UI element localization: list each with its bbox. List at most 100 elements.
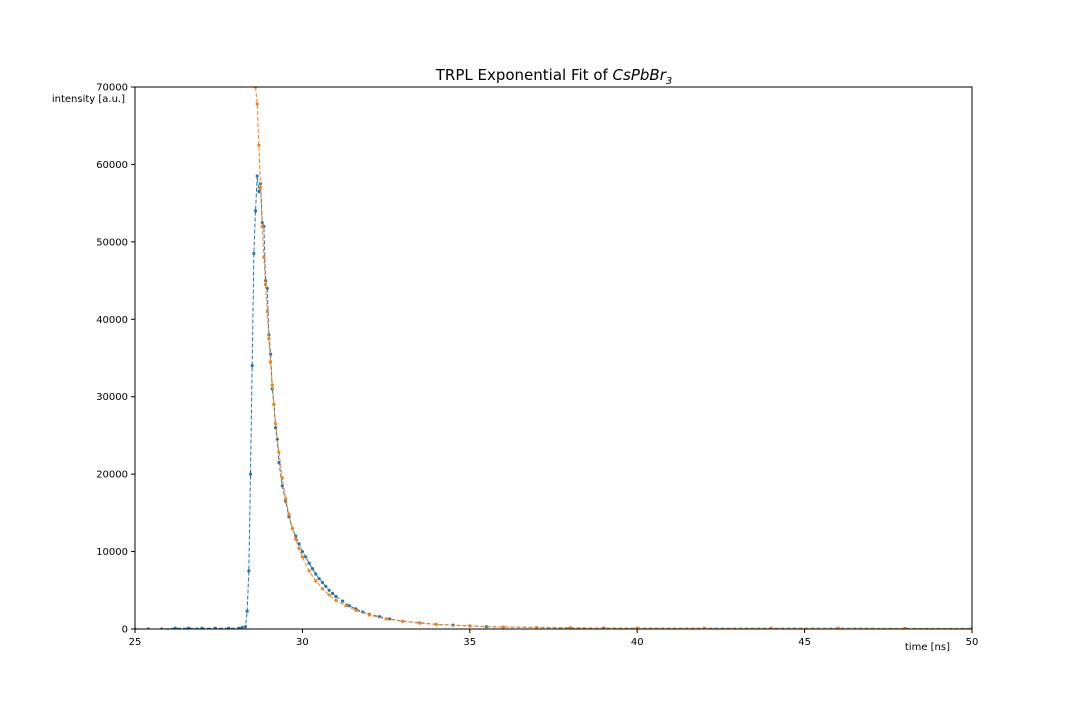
x-axis: 25 30 35 40 45 50 — [129, 629, 979, 648]
x-tick-label: 25 — [129, 637, 142, 648]
data-point — [186, 626, 191, 629]
data-point — [200, 626, 204, 629]
data-point — [903, 626, 907, 629]
data-point — [262, 255, 266, 259]
data-point — [324, 584, 328, 589]
y-tick-label: 0 — [122, 625, 128, 636]
series-layer — [135, 87, 972, 629]
data-point — [257, 143, 261, 147]
y-tick-label: 20000 — [96, 470, 128, 481]
data-point — [330, 591, 335, 595]
data-point — [320, 587, 325, 591]
data-point — [255, 174, 259, 178]
series-fit — [253, 87, 972, 629]
chart-title-formula: CsPbBr — [613, 66, 667, 84]
x-tick-label: 40 — [631, 637, 644, 648]
data-point — [297, 542, 301, 546]
data-point — [213, 626, 217, 629]
data-point — [173, 626, 177, 629]
data-point — [367, 613, 371, 617]
x-tick-label: 50 — [966, 637, 979, 648]
data-point — [297, 546, 301, 551]
series-line — [135, 175, 972, 629]
data-point — [340, 599, 345, 603]
data-point — [245, 609, 249, 613]
y-tick-label: 70000 — [96, 83, 128, 94]
data-point — [275, 437, 279, 441]
data-point — [769, 626, 773, 629]
data-point — [257, 189, 261, 194]
data-point — [267, 337, 271, 341]
data-point — [265, 286, 269, 290]
data-point — [354, 608, 358, 613]
data-point — [384, 617, 388, 621]
series-measured — [135, 174, 972, 629]
data-point — [434, 622, 438, 627]
data-point — [468, 624, 472, 628]
data-point — [635, 626, 639, 629]
data-point — [317, 577, 321, 581]
data-point — [277, 450, 281, 455]
y-axis-label: intensity [a.u.] — [52, 94, 125, 105]
data-point — [836, 626, 840, 629]
data-point — [248, 472, 253, 476]
data-point — [300, 549, 304, 554]
data-point — [307, 569, 311, 573]
data-point — [274, 422, 278, 426]
chart-title-subscript: 3 — [666, 76, 672, 87]
data-point — [501, 625, 505, 629]
chart-title: TRPL Exponential Fit of CsPbBr3 — [435, 66, 673, 87]
plot-area — [134, 86, 973, 630]
data-point — [314, 579, 318, 583]
y-tick-label: 10000 — [96, 547, 128, 558]
data-point — [310, 567, 315, 571]
data-point — [284, 497, 288, 501]
data-point — [247, 569, 251, 573]
data-point — [327, 593, 331, 597]
data-point — [274, 426, 278, 430]
y-tick-label: 50000 — [96, 237, 128, 248]
data-point — [268, 360, 273, 364]
x-axis-label: time [ns] — [905, 642, 950, 653]
data-point — [334, 598, 338, 602]
x-tick-label: 35 — [463, 637, 476, 648]
data-point — [327, 588, 331, 592]
data-point — [243, 625, 248, 629]
data-point — [287, 512, 291, 517]
data-point — [702, 626, 706, 629]
y-axis: 0 10000 20000 30000 40000 50000 60000 70000 — [96, 83, 135, 636]
data-point — [417, 621, 422, 625]
data-point — [484, 625, 489, 629]
data-point — [237, 626, 241, 629]
data-point — [258, 186, 263, 190]
data-point — [307, 561, 311, 565]
x-tick-label: 45 — [798, 637, 811, 648]
data-point — [334, 594, 338, 599]
data-point — [252, 251, 256, 256]
data-point — [344, 604, 348, 608]
data-point — [300, 555, 304, 559]
data-point — [272, 402, 276, 407]
axes-frame — [134, 86, 973, 630]
data-point — [255, 102, 259, 106]
data-point — [401, 619, 405, 623]
data-point — [227, 626, 231, 629]
data-point — [290, 526, 294, 530]
x-tick-label: 30 — [296, 637, 309, 648]
data-point — [250, 364, 254, 368]
data-point — [263, 282, 268, 287]
data-point — [294, 537, 298, 541]
y-tick-label: 60000 — [96, 160, 128, 171]
data-point — [304, 555, 308, 559]
data-point — [314, 572, 318, 576]
data-point — [270, 383, 274, 387]
series-line — [255, 87, 972, 629]
data-point — [253, 209, 258, 213]
data-point — [265, 309, 269, 314]
data-point — [535, 625, 539, 629]
data-point — [240, 625, 244, 629]
data-point — [260, 224, 264, 228]
y-tick-label: 40000 — [96, 315, 128, 326]
y-tick-label: 30000 — [96, 392, 128, 403]
